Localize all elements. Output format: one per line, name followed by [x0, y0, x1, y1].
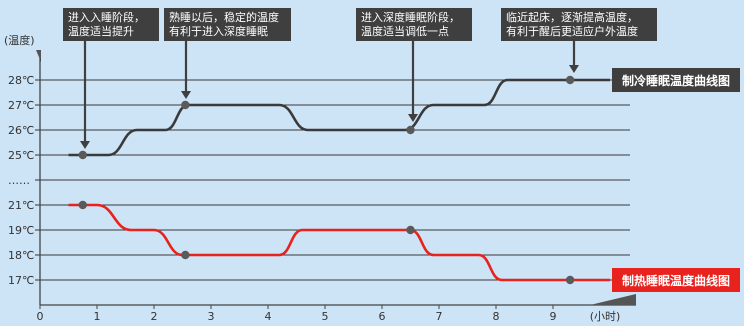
annotation-arrow-head [80, 141, 90, 149]
annotation-text: 有利于醒后更适应户外温度 [506, 24, 638, 38]
legend-label-0: 制冷睡眠温度曲线图 [622, 73, 730, 88]
y-tick-label: 27℃ [8, 99, 34, 112]
y-tick-label: …… [8, 174, 30, 187]
annotation-text: 温度适当提升 [68, 24, 134, 38]
annotation-arrow-head [408, 114, 418, 122]
x-tick-label: 5 [322, 310, 329, 323]
annotation-box [164, 8, 291, 41]
series-0-marker [406, 125, 415, 135]
y-tick-label: 19℃ [8, 224, 34, 237]
series-0-marker [78, 150, 87, 160]
annotation-text: 有利于进入深度睡眠 [169, 24, 268, 38]
x-axis-unit-label: (小时) [590, 310, 621, 323]
axes [36, 50, 636, 309]
legend-box-0 [612, 68, 740, 92]
x-tick-label: 6 [379, 310, 386, 323]
legend-label-1: 制热睡眠温度曲线图 [622, 273, 730, 288]
x-axis-arrow [590, 294, 636, 305]
annotation-text: 临近起床，逐渐提高温度， [506, 10, 638, 24]
x-tick-label: 1 [94, 310, 101, 323]
annotation-text: 进入入睡阶段， [68, 10, 145, 24]
annotation-text: 温度适当调低一点 [361, 24, 449, 38]
series-line-0 [68, 78, 610, 157]
x-tick-label: 7 [436, 310, 443, 323]
x-tick-label: 2 [151, 310, 158, 323]
y-tick-label: 21℃ [8, 199, 34, 212]
annotation-text: 进入深度睡眠阶段， [361, 10, 460, 24]
annotation-text: 熟睡以后，稳定的温度 [169, 10, 279, 24]
series-lines [68, 75, 610, 285]
x-tick-label: 3 [208, 310, 215, 323]
y-axis-unit-label: (温度) [4, 33, 35, 47]
annotation-arrow-head [569, 65, 579, 73]
y-tick-label: 28℃ [8, 74, 34, 87]
legend-box-1 [612, 268, 740, 292]
series-1-marker [565, 275, 575, 285]
series-0-marker [565, 75, 575, 85]
annotation-box [501, 8, 657, 41]
y-tick-label: 18℃ [8, 249, 34, 262]
x-tick-label: 9 [550, 310, 557, 323]
x-tick-labels: 0 1 2 3 4 5 6 7 8 9 (小时) [37, 310, 621, 323]
x-tick-label: 0 [37, 310, 44, 323]
y-tick-label: 17℃ [8, 274, 34, 287]
series-1-marker [181, 250, 190, 260]
x-tick-label: 8 [493, 310, 500, 323]
grid-lines [35, 79, 630, 281]
annotation-box [63, 8, 159, 41]
annotation-arrow-head [181, 91, 191, 99]
y-tick-label: 26℃ [8, 124, 34, 137]
series-line-1 [68, 203, 610, 282]
series-0-marker [181, 100, 190, 110]
series-1-marker [78, 200, 87, 210]
y-tick-labels: 28℃ 27℃ 26℃ 25℃ …… 21℃ 19℃ 18℃ 17℃ (温度) [4, 33, 35, 287]
y-tick-label: 25℃ [8, 149, 34, 162]
series-1-marker [406, 225, 415, 235]
x-tick-label: 4 [265, 310, 272, 323]
annotation-box [356, 8, 472, 41]
